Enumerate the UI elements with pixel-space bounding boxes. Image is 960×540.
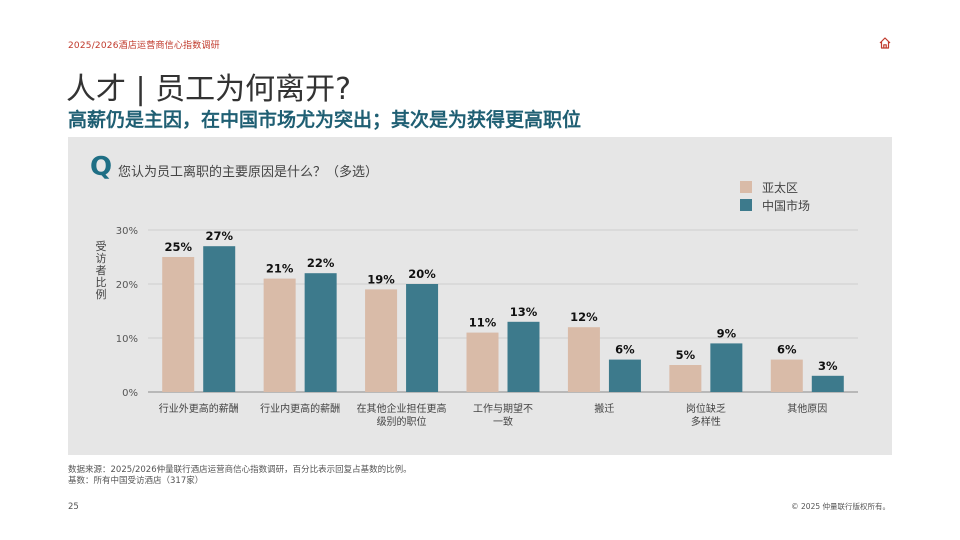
data-label: 6% xyxy=(777,343,797,357)
y-tick-label: 20% xyxy=(116,280,138,291)
page-number: 25 xyxy=(68,502,79,512)
x-tick-label: 岗位缺乏 xyxy=(686,402,726,415)
chart-panel: Q 您认为员工离职的主要原因是什么？（多选） 亚太区 中国市场 受访者比例 0%… xyxy=(68,137,892,455)
base-note: 基数：所有中国受访酒店（317家） xyxy=(68,476,204,486)
legend-label-china: 中国市场 xyxy=(762,198,811,213)
y-tick-label: 30% xyxy=(116,226,138,237)
x-tick-label: 搬迁 xyxy=(594,402,614,415)
bar-china xyxy=(406,284,439,392)
bar-china xyxy=(811,375,844,392)
x-tick-label: 行业外更高的薪酬 xyxy=(159,402,239,415)
page-subtitle: 高薪仍是主因，在中国市场尤为突出；其次是为获得更高职位 xyxy=(68,109,582,131)
bar-apac xyxy=(567,327,600,392)
x-tick-label: 级别的职位 xyxy=(377,415,427,428)
bar-china xyxy=(304,273,337,392)
question-mark: Q xyxy=(90,152,113,182)
x-tick-label: 一致 xyxy=(493,415,513,428)
data-label: 20% xyxy=(408,267,436,281)
x-tick-label: 工作与期望不 xyxy=(473,402,533,415)
bar-apac xyxy=(263,278,296,392)
page-title: 人才 | 员工为何离开? xyxy=(66,72,352,107)
bar-china xyxy=(608,359,641,392)
data-label: 6% xyxy=(615,343,635,357)
y-tick-label: 10% xyxy=(116,334,138,345)
data-label: 21% xyxy=(266,262,294,276)
x-tick-label: 行业内更高的薪酬 xyxy=(260,402,340,415)
data-label: 13% xyxy=(510,305,538,319)
bar-apac xyxy=(669,365,702,392)
bar-apac xyxy=(162,257,195,392)
data-label: 27% xyxy=(205,229,233,243)
bar-china xyxy=(203,246,236,392)
home-icon[interactable] xyxy=(878,36,892,50)
bar-china xyxy=(710,343,743,392)
data-label: 25% xyxy=(164,240,192,254)
report-header-tag: 2025/2026酒店运营商信心指数调研 xyxy=(68,41,220,51)
copyright: © 2025 仲量联行版权所有。 xyxy=(791,502,890,511)
legend-item-apac: 亚太区 xyxy=(740,178,810,196)
data-label: 11% xyxy=(469,316,497,330)
source-note: 数据来源：2025/2026仲量联行酒店运营商信心指数调研，百分比表示回复占基数… xyxy=(68,465,412,475)
legend-swatch-apac xyxy=(740,181,752,193)
legend-label-apac: 亚太区 xyxy=(762,180,799,195)
bar-chart: 0% 10% 20% 30% 25% 27% 行业外更高的薪酬 21% 22% 行业内更高的薪酬 1… xyxy=(116,226,858,428)
data-label: 9% xyxy=(717,326,737,340)
x-tick-label: 在其他企业担任更高 xyxy=(357,402,447,415)
y-axis-label: 受访者比例 xyxy=(95,240,107,301)
y-tick-label: 0% xyxy=(122,388,138,399)
x-tick-label: 多样性 xyxy=(691,415,721,428)
legend-item-china: 中国市场 xyxy=(740,196,810,214)
bar-apac xyxy=(770,359,803,392)
data-label: 3% xyxy=(818,359,838,373)
footnote: 数据来源：2025/2026仲量联行酒店运营商信心指数调研，百分比表示回复占基数… xyxy=(68,465,412,487)
legend-swatch-china xyxy=(740,199,752,211)
bar-china xyxy=(507,321,540,392)
data-label: 12% xyxy=(570,310,598,324)
bar-apac xyxy=(365,289,398,392)
data-label: 22% xyxy=(307,256,335,270)
survey-question: 您认为员工离职的主要原因是什么？（多选） xyxy=(118,165,379,180)
data-label: 5% xyxy=(676,348,696,362)
chart-legend: 亚太区 中国市场 xyxy=(740,178,810,214)
data-label: 19% xyxy=(367,272,395,286)
bar-apac xyxy=(466,332,499,392)
x-tick-label: 其他原因 xyxy=(787,402,827,415)
